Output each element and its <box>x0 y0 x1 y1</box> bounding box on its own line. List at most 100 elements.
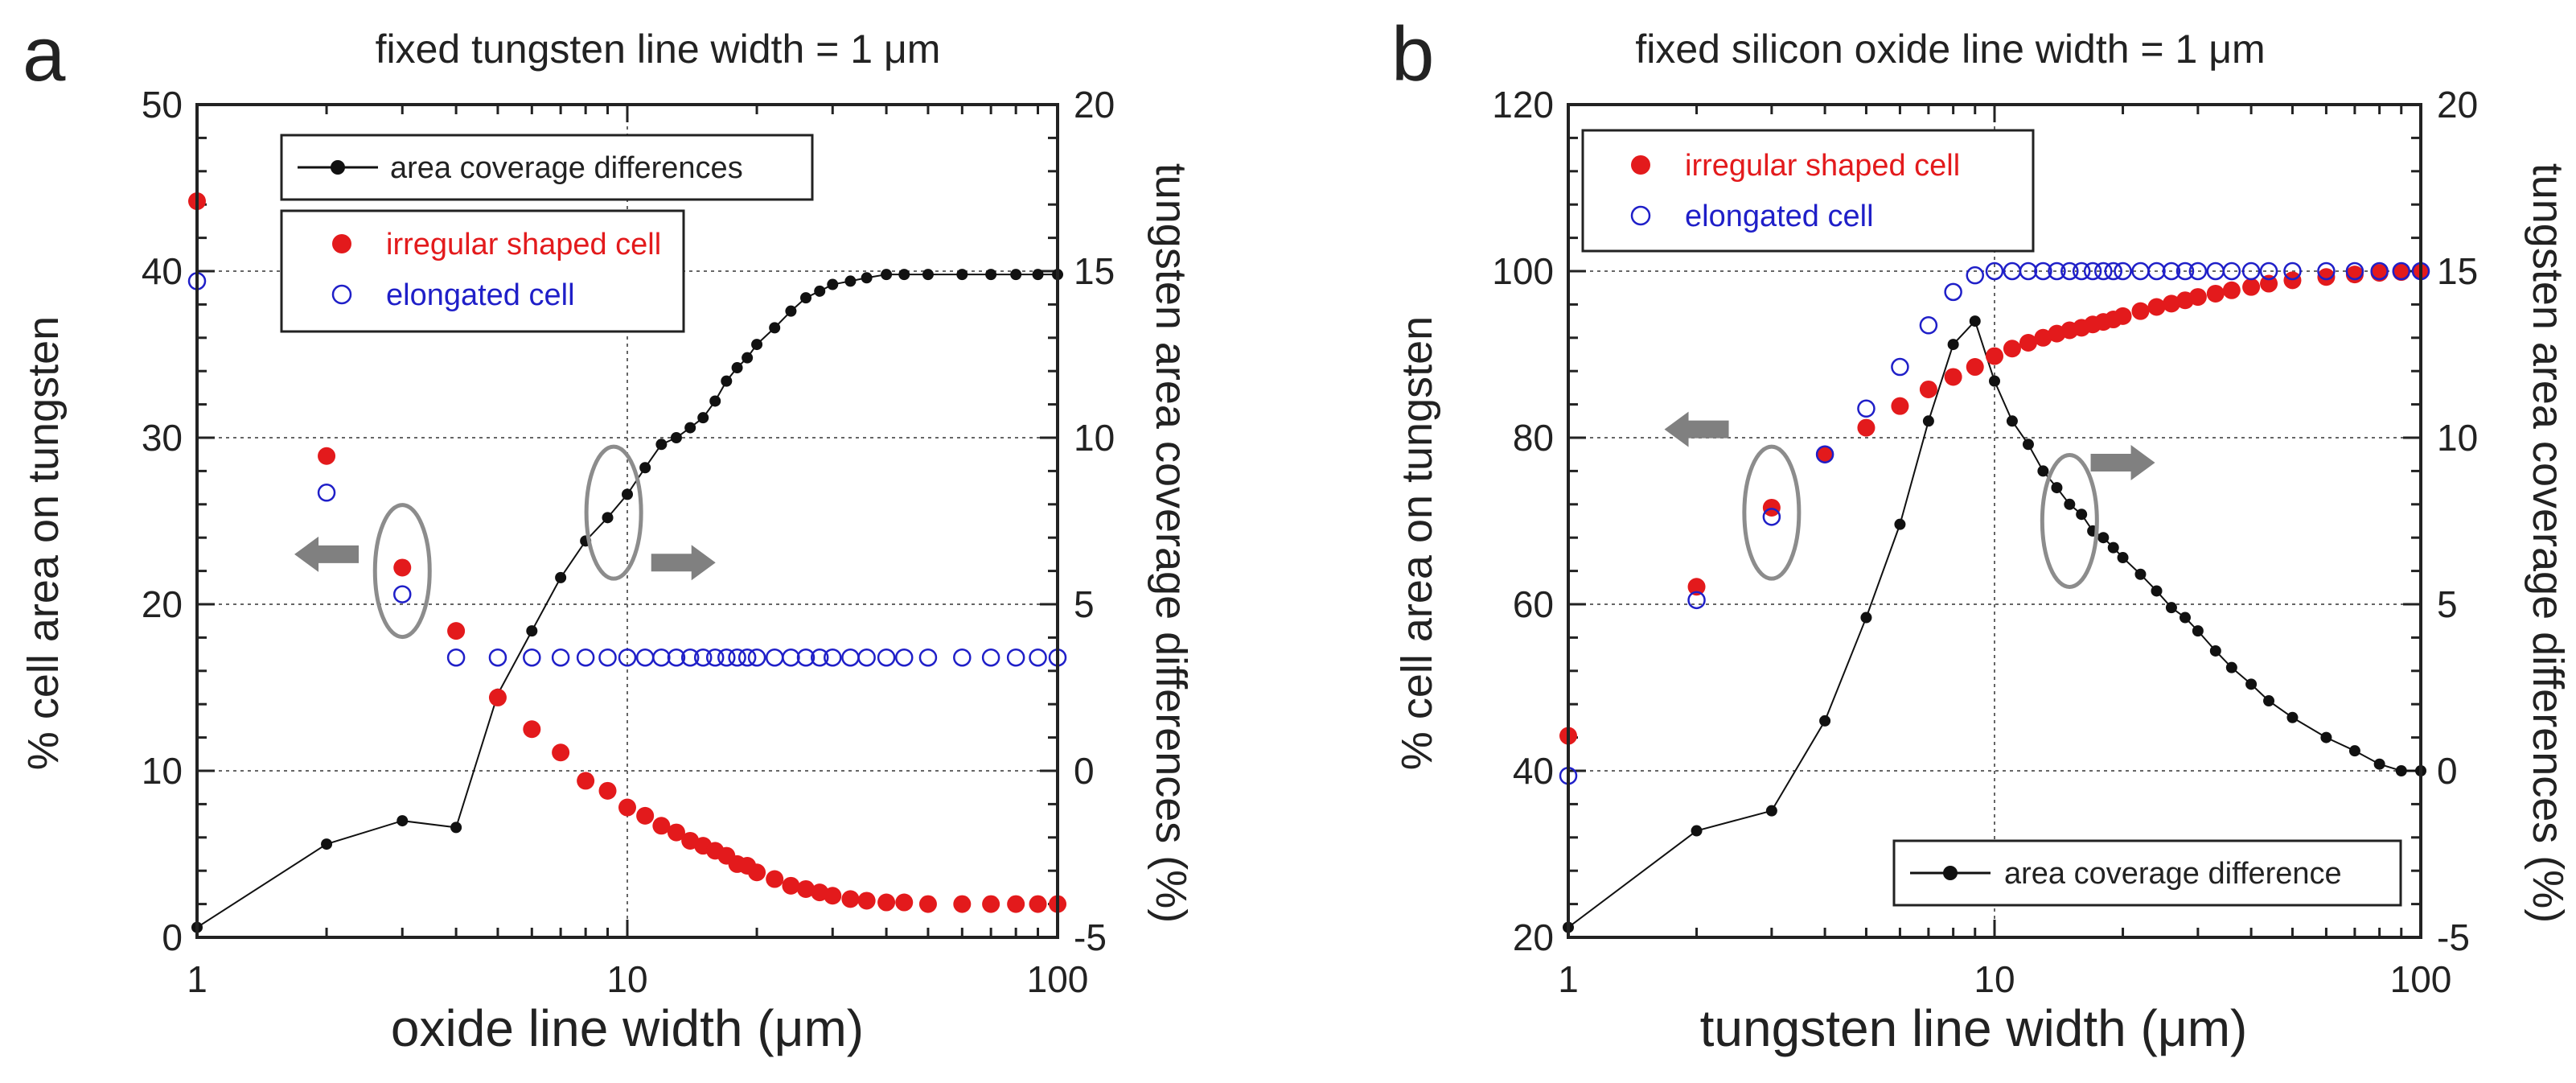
data-point-irregular <box>1944 368 1962 386</box>
data-point-elongated <box>446 648 466 667</box>
data-point-elongated <box>810 648 829 667</box>
data-point-area-coverage <box>2225 661 2237 673</box>
data-point-irregular <box>2147 298 2166 316</box>
left-y-axis-label: % cell area on tungsten <box>19 316 68 770</box>
data-point-area-coverage <box>2192 625 2204 637</box>
data-point-elongated <box>2083 261 2102 281</box>
data-point-elongated <box>1006 648 1025 667</box>
data-point-area-coverage <box>2245 678 2258 690</box>
data-point-area-coverage <box>1765 805 1777 817</box>
data-point-irregular <box>2131 302 2150 320</box>
annotation-ellipse <box>2040 453 2099 589</box>
data-point-elongated <box>728 648 746 667</box>
data-point-irregular <box>2188 288 2207 307</box>
data-point-elongated <box>782 648 800 667</box>
left-y-tick-label: 10 <box>142 750 183 792</box>
data-point-elongated <box>693 648 713 667</box>
data-point-elongated <box>737 648 757 667</box>
data-point-irregular <box>766 870 784 888</box>
data-point-elongated <box>2175 261 2195 281</box>
data-point-area-coverage <box>785 305 797 317</box>
data-point-area-coverage <box>602 512 614 524</box>
left-y-tick-label: 120 <box>1492 84 1554 126</box>
data-point-area-coverage <box>2022 439 2034 451</box>
data-point-irregular <box>2345 266 2364 284</box>
plot-frame <box>195 103 1059 939</box>
x-tick-label: 10 <box>1974 958 2015 1000</box>
legend-irregular-label: irregular shaped cell <box>386 228 661 261</box>
data-point-elongated <box>2259 261 2278 281</box>
data-point-elongated <box>652 648 671 667</box>
data-point-irregular <box>2114 307 2132 325</box>
x-axis-label: tungsten line width (μm) <box>1700 999 2248 1057</box>
data-point-area-coverage <box>2263 695 2275 707</box>
data-point-elongated <box>2317 261 2336 281</box>
data-point-irregular <box>895 893 914 912</box>
legend-line-box: area coverage differences <box>280 134 814 201</box>
data-point-irregular <box>667 823 685 842</box>
data-point-area-coverage <box>881 269 893 281</box>
data-point-elongated <box>2222 261 2241 281</box>
data-point-irregular <box>2242 278 2261 296</box>
data-point-area-coverage <box>1691 825 1703 837</box>
legend-markers-box: irregular shaped cell elongated cell <box>280 209 685 333</box>
right-y-tick-label: 20 <box>1074 84 1115 126</box>
data-point-elongated <box>2392 261 2410 281</box>
right-y-tick-label: 5 <box>2437 583 2458 625</box>
right-y-axis-label: tungsten area coverage differences (%) <box>2524 163 2572 924</box>
data-point-area-coverage <box>731 362 743 374</box>
data-point-area-coverage <box>721 375 733 387</box>
data-point-elongated <box>1857 399 1876 418</box>
data-point-irregular <box>2283 271 2302 290</box>
data-point-area-coverage <box>1860 612 1872 624</box>
annotation-ellipse <box>1742 444 1802 581</box>
data-point-elongated <box>576 648 595 667</box>
legend-line-box: area coverage difference <box>1892 839 2402 907</box>
data-point-irregular <box>918 895 937 913</box>
data-point-area-coverage <box>800 292 812 304</box>
data-point-irregular <box>1007 895 1025 913</box>
data-point-irregular <box>782 876 800 895</box>
data-point-irregular <box>2206 284 2225 303</box>
data-point-elongated <box>2345 261 2364 281</box>
data-point-elongated <box>765 648 784 667</box>
annotation-arrow-right <box>651 545 716 581</box>
data-point-elongated <box>2072 261 2091 281</box>
data-point-elongated <box>2034 261 2052 281</box>
data-point-elongated <box>1944 282 1962 302</box>
data-point-elongated <box>2060 261 2079 281</box>
annotation-ellipse <box>584 444 643 581</box>
chart-title: fixed silicon oxide line width = 1 μm <box>1635 27 2265 72</box>
data-point-area-coverage <box>526 625 538 637</box>
right-y-tick-label: 15 <box>2437 250 2478 292</box>
data-point-area-coverage <box>2107 542 2119 554</box>
data-point-elongated <box>1966 266 1984 285</box>
data-point-irregular <box>1966 358 1984 377</box>
data-point-elongated <box>918 648 938 667</box>
data-point-irregular <box>1687 578 1706 596</box>
data-point-irregular <box>652 817 671 835</box>
data-point-irregular <box>2260 274 2278 293</box>
right-y-tick-label: 5 <box>1074 583 1095 625</box>
data-point-elongated <box>2162 261 2181 281</box>
panel-label: b <box>1391 11 1434 97</box>
chart-title: fixed tungsten line width = 1 μm <box>376 27 941 72</box>
annotation-arrow-right <box>2090 445 2155 481</box>
annotation-arrow-left <box>1664 411 1729 447</box>
data-point-area-coverage <box>2051 482 2063 494</box>
data-point-irregular <box>1029 895 1047 913</box>
left-y-tick-label: 50 <box>142 84 183 126</box>
data-point-irregular <box>1762 498 1781 517</box>
left-y-tick-label: 40 <box>142 250 183 292</box>
data-point-irregular <box>393 558 412 577</box>
data-point-area-coverage <box>922 269 934 281</box>
data-point-elongated <box>717 648 736 667</box>
data-point-area-coverage <box>751 339 763 351</box>
left-y-tick-label: 30 <box>142 417 183 459</box>
annotation-ellipse <box>372 503 432 640</box>
legend-line-label: area coverage difference <box>2004 857 2342 891</box>
right-y-tick-label: 0 <box>2437 750 2458 792</box>
data-point-elongated <box>824 648 842 667</box>
data-point-elongated <box>635 648 655 667</box>
data-point-irregular <box>877 893 896 912</box>
